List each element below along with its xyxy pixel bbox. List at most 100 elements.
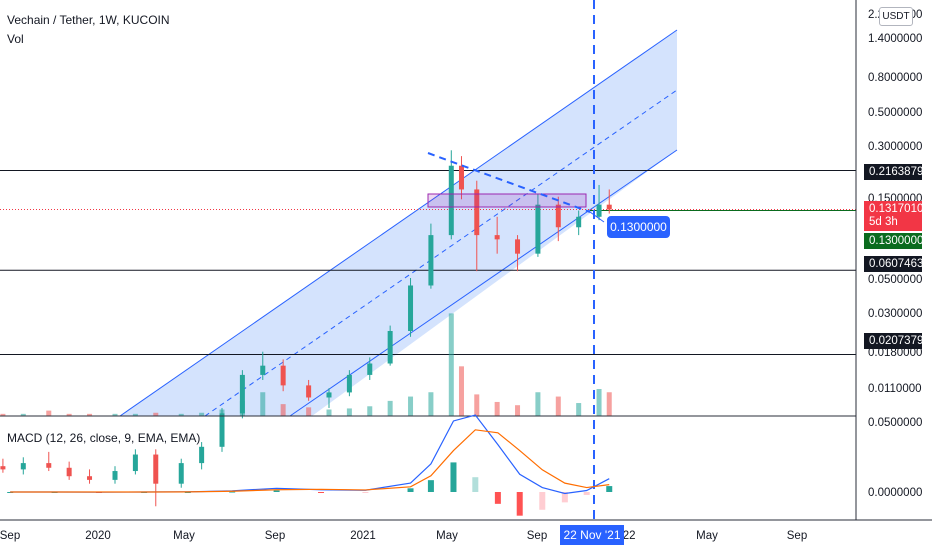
symbol-title[interactable]: Vechain / Tether, 1W, KUCOIN bbox=[7, 13, 170, 27]
volume-bar bbox=[326, 409, 332, 416]
candle-body bbox=[199, 446, 205, 464]
macd-histogram-bar bbox=[539, 492, 546, 510]
candle-body bbox=[515, 239, 521, 254]
volume-indicator-label[interactable]: Vol bbox=[7, 32, 24, 46]
candle-body bbox=[555, 204, 561, 228]
candle-body bbox=[66, 467, 72, 477]
macd-histogram-bar bbox=[472, 477, 479, 492]
time-axis-tick-label: Sep bbox=[265, 530, 285, 542]
candle-body bbox=[474, 189, 480, 236]
signal-line bbox=[10, 429, 610, 493]
channel-upper-line bbox=[119, 29, 678, 417]
candle-body bbox=[153, 454, 159, 484]
volume-bar bbox=[387, 400, 393, 416]
candle-body bbox=[346, 374, 352, 393]
macd-histogram-bar bbox=[450, 462, 457, 492]
macd-histogram-bar bbox=[583, 492, 590, 495]
volume-bar bbox=[535, 392, 541, 416]
candle-body bbox=[306, 385, 312, 398]
floor-level-price-tag: 0.0207379 bbox=[864, 333, 923, 349]
macd-histogram-bar bbox=[516, 492, 523, 516]
macd-histogram-bar bbox=[427, 480, 434, 492]
price-axis-tick-label: 0.3000000 bbox=[868, 141, 922, 153]
time-axis-tick-label: Sep bbox=[527, 530, 547, 542]
macd-histogram-bar bbox=[362, 492, 369, 493]
price-axis-tick-label: 0.0300000 bbox=[868, 308, 922, 320]
volume-bar bbox=[346, 408, 352, 416]
price-axis-tick-label: 1.4000000 bbox=[868, 33, 922, 45]
volume-bar bbox=[46, 410, 52, 416]
volume-bar bbox=[367, 406, 373, 416]
macd-indicator-label[interactable]: MACD (12, 26, close, 9, EMA, EMA) bbox=[7, 431, 201, 445]
time-axis-tick-label: Sep bbox=[0, 530, 20, 542]
volume-bar bbox=[306, 407, 312, 416]
price-axis-tick-label: 0.0500000 bbox=[868, 274, 922, 286]
candle-body bbox=[494, 235, 500, 240]
time-axis-tick-label: Sep bbox=[787, 530, 807, 542]
macd-axis-tick-label: 0.0500000 bbox=[868, 417, 922, 429]
volume-bar bbox=[178, 413, 184, 416]
candle-body bbox=[280, 365, 286, 386]
time-axis-tick-label: 2020 bbox=[85, 530, 111, 542]
volume-bar bbox=[0, 413, 6, 416]
macd-histogram-bar bbox=[184, 492, 191, 493]
macd-histogram-bar bbox=[229, 491, 236, 493]
cursor-date-badge: 22 Nov '21 bbox=[560, 525, 624, 545]
target-price-callout: 0.1300000 bbox=[607, 216, 670, 238]
volume-bar bbox=[408, 396, 414, 416]
candle-body bbox=[132, 454, 138, 472]
channel-median-line bbox=[204, 89, 678, 417]
channel-lower-line bbox=[289, 149, 678, 417]
candle-body bbox=[112, 471, 118, 480]
time-axis-tick-label: May bbox=[436, 530, 458, 542]
volume-bar bbox=[132, 413, 138, 416]
price-axis-tick-label: 0.5000000 bbox=[868, 107, 922, 119]
lower-level-price-tag: 0.0607463 bbox=[864, 256, 923, 272]
volume-bar bbox=[494, 401, 500, 416]
candle-body bbox=[606, 204, 612, 210]
volume-bar bbox=[474, 394, 480, 416]
volume-bar bbox=[112, 413, 118, 416]
volume-bar bbox=[260, 392, 266, 416]
candle-body bbox=[260, 365, 266, 375]
volume-bar bbox=[596, 389, 602, 416]
candle-body bbox=[367, 363, 373, 375]
time-axis-tick-label: May bbox=[173, 530, 195, 542]
macd-histogram-bar bbox=[494, 492, 501, 504]
candle-body bbox=[448, 165, 454, 236]
volume-bar bbox=[20, 413, 26, 416]
macd-histogram-bar bbox=[606, 486, 613, 492]
resistance-zone-box bbox=[427, 193, 587, 208]
candle-body bbox=[326, 392, 332, 398]
current-price-tag: 0.1317010 5d 3h bbox=[864, 201, 923, 231]
macd-histogram-bar bbox=[561, 492, 568, 503]
volume-bar bbox=[428, 392, 434, 416]
target-price-tag: 0.1300000 bbox=[864, 233, 923, 249]
upper-level-price-tag: 0.2163879 bbox=[864, 164, 923, 180]
price-axis-tick-label: 0.0180000 bbox=[868, 347, 922, 359]
time-axis-tick-label: 2021 bbox=[350, 530, 376, 542]
currency-badge[interactable]: USDT bbox=[879, 7, 913, 26]
time-axis-tick-label: '22 bbox=[621, 530, 636, 542]
descending-trendline bbox=[427, 152, 591, 213]
volume-bar bbox=[555, 396, 561, 416]
candle-body bbox=[46, 463, 52, 468]
candle-body bbox=[87, 476, 93, 480]
candle-body bbox=[0, 466, 6, 470]
volume-bar bbox=[515, 405, 521, 416]
time-axis-tick-label: May bbox=[696, 530, 718, 542]
candle-body bbox=[178, 463, 184, 484]
candle-body bbox=[596, 204, 602, 217]
price-axis-tick-label: 0.0110000 bbox=[868, 383, 922, 395]
candle-body bbox=[428, 235, 434, 286]
macd-histogram-bar bbox=[318, 492, 324, 493]
candle-body bbox=[20, 463, 26, 470]
candle-body bbox=[535, 204, 541, 254]
candle-body bbox=[576, 216, 582, 228]
macd-histogram-bar bbox=[407, 488, 414, 492]
volume-bar bbox=[606, 392, 612, 416]
volume-bar bbox=[280, 404, 286, 416]
price-axis-tick-label: 0.8000000 bbox=[868, 72, 922, 84]
volume-bar bbox=[199, 412, 205, 416]
